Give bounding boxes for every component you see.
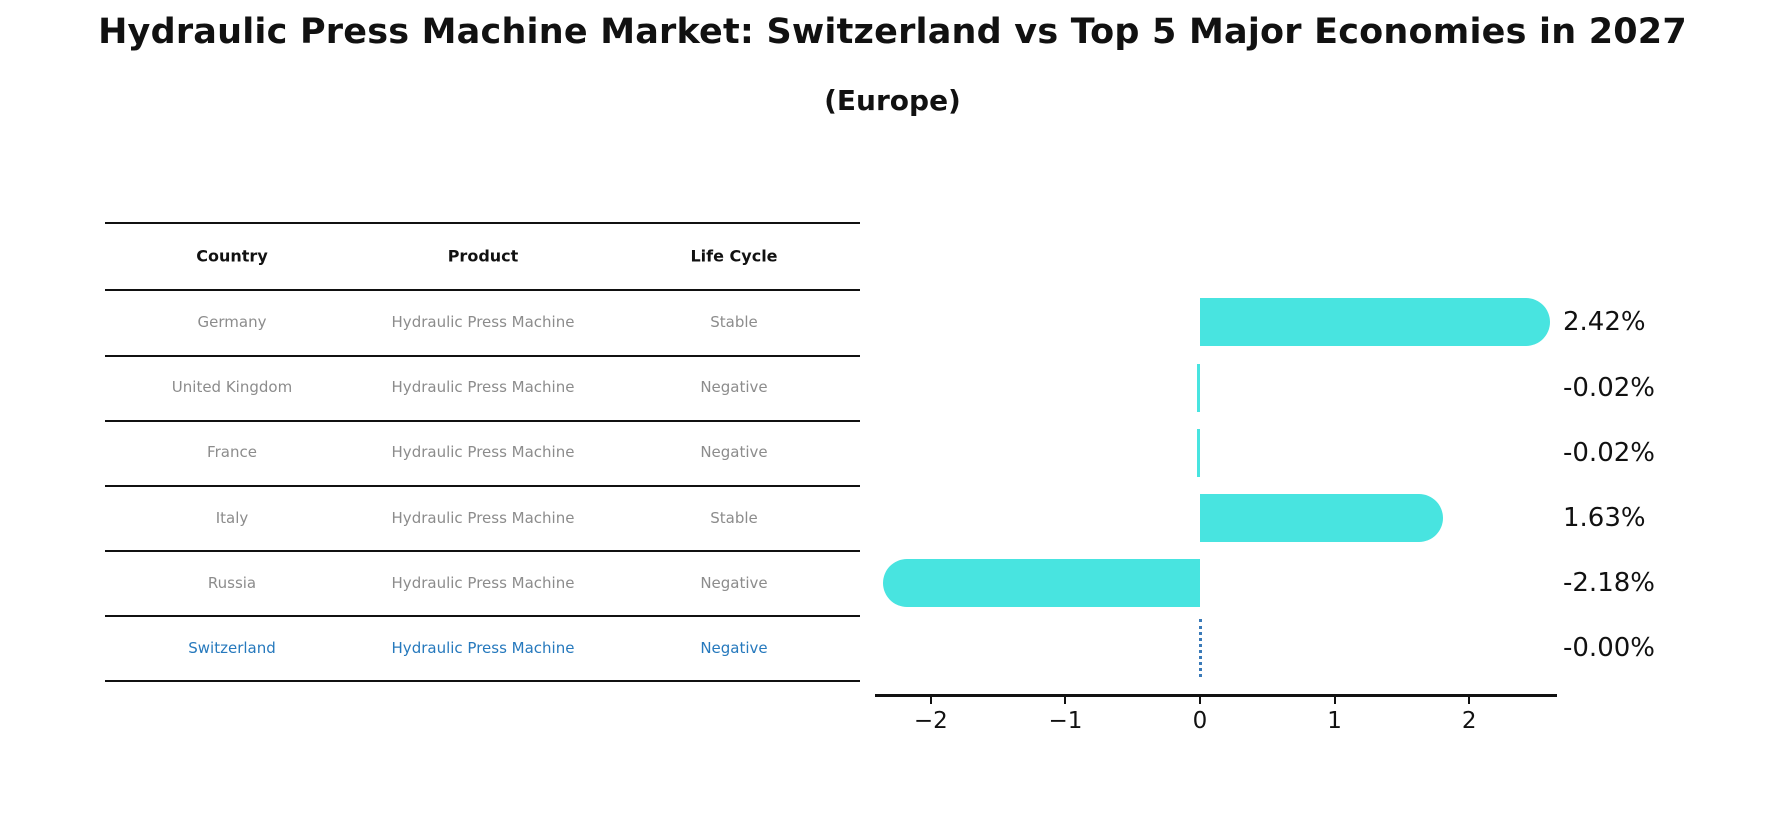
column-header-life-cycle: Life Cycle xyxy=(690,246,778,266)
x-tick-mark xyxy=(929,695,932,704)
chart-subtitle: (Europe) xyxy=(824,84,961,117)
cell-country-switzerland: Switzerland xyxy=(188,639,276,657)
x-tick-mark xyxy=(1064,695,1067,704)
zero-dotted-line xyxy=(1198,618,1202,677)
bar-france xyxy=(1197,428,1200,477)
x-tick-mark xyxy=(1468,695,1471,704)
table-rule xyxy=(105,420,860,422)
table-rule xyxy=(105,550,860,552)
x-tick-mark xyxy=(1199,695,1201,704)
table-rule xyxy=(105,615,860,617)
cell-product: Hydraulic Press Machine xyxy=(391,378,575,396)
cell-life-cycle: Negative xyxy=(700,574,768,592)
x-axis-line xyxy=(875,694,1557,697)
value-label: -0.02% xyxy=(1563,372,1655,403)
cell-life-cycle: Stable xyxy=(710,509,758,527)
table-rule-header xyxy=(105,289,860,291)
cell-country: France xyxy=(207,443,257,461)
cell-country: United Kingdom xyxy=(171,378,293,396)
cell-country: Russia xyxy=(207,574,257,592)
cell-country: Italy xyxy=(215,509,249,527)
cell-life-cycle: Negative xyxy=(700,443,768,461)
x-tick-label: −1 xyxy=(1048,708,1083,734)
cell-life-cycle: Negative xyxy=(700,378,768,396)
cell-life-cycle: Negative xyxy=(700,639,768,657)
bar-united-kingdom xyxy=(1197,363,1200,412)
cell-product: Hydraulic Press Machine xyxy=(391,509,575,527)
table-rule xyxy=(105,355,860,357)
table-rule-bottom xyxy=(105,680,860,682)
cell-country: Germany xyxy=(197,313,267,331)
bar-germany xyxy=(1200,298,1550,346)
value-label: 1.63% xyxy=(1563,502,1646,533)
value-label: -0.00% xyxy=(1563,632,1655,663)
cell-life-cycle: Stable xyxy=(710,313,758,331)
value-label: -0.02% xyxy=(1563,437,1655,468)
column-header-product: Product xyxy=(447,246,519,266)
x-tick-mark xyxy=(1333,695,1336,704)
cell-product: Hydraulic Press Machine xyxy=(391,574,575,592)
chart-title: Hydraulic Press Machine Market: Switzerl… xyxy=(98,12,1687,52)
x-tick-label: 2 xyxy=(1461,708,1477,734)
value-label: -2.18% xyxy=(1563,567,1655,598)
cell-product: Hydraulic Press Machine xyxy=(391,313,575,331)
column-header-country: Country xyxy=(196,246,268,266)
x-tick-label: 1 xyxy=(1327,708,1342,734)
value-label: 2.42% xyxy=(1563,307,1646,337)
x-tick-label: −2 xyxy=(913,708,948,734)
x-tick-label: 0 xyxy=(1192,708,1208,734)
table-rule-top xyxy=(105,222,860,224)
table-rule xyxy=(105,485,860,487)
cell-product: Hydraulic Press Machine xyxy=(391,443,575,461)
bar-italy xyxy=(1200,493,1444,542)
cell-product: Hydraulic Press Machine xyxy=(391,639,575,657)
bar-russia xyxy=(882,558,1200,607)
